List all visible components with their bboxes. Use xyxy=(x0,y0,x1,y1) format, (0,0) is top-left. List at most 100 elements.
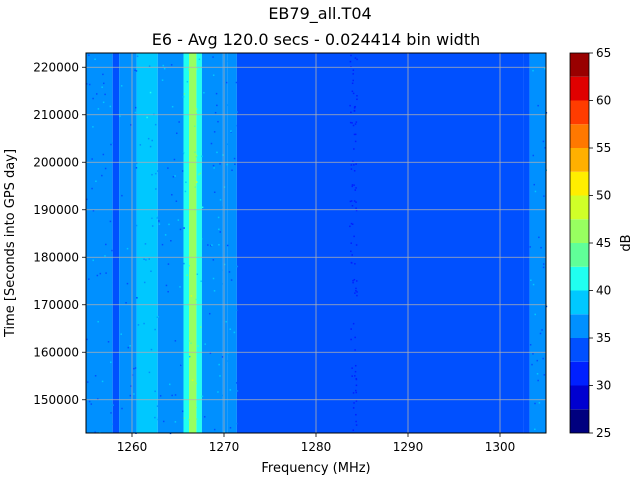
heatmap-speckle xyxy=(161,79,164,81)
heatmap-speckle xyxy=(228,158,231,160)
heatmap-speckle xyxy=(96,274,99,277)
heatmap-speckle xyxy=(92,88,94,91)
heatmap-speckle xyxy=(351,82,354,85)
heatmap-speckle xyxy=(91,353,94,356)
colorbar-segment xyxy=(570,243,589,267)
heatmap-speckle xyxy=(199,414,201,416)
heatmap-speckle xyxy=(201,395,204,398)
heatmap-speckle xyxy=(203,91,205,94)
heatmap-speckle xyxy=(540,119,542,121)
heatmap-speckle xyxy=(204,343,207,345)
heatmap-speckle xyxy=(206,241,209,243)
heatmap-speckle xyxy=(350,54,352,57)
colorbar-segment xyxy=(570,195,589,220)
frequency-band xyxy=(86,53,113,433)
heatmap-speckle xyxy=(179,228,182,231)
frequency-band xyxy=(236,53,524,433)
heatmap-speckle xyxy=(193,125,196,127)
heatmap-speckle xyxy=(184,199,187,202)
heatmap-speckle xyxy=(86,381,89,383)
heatmap-speckle xyxy=(226,163,229,166)
heatmap-speckle xyxy=(104,93,106,96)
heatmap-speckle xyxy=(125,97,127,100)
heatmap-speckle xyxy=(95,180,97,183)
heatmap-speckle xyxy=(534,329,536,331)
heatmap-speckle xyxy=(196,418,198,420)
heatmap-speckle xyxy=(179,328,181,330)
heatmap-speckle xyxy=(134,132,136,135)
heatmap-speckle xyxy=(177,219,180,221)
heatmap-speckle xyxy=(216,188,219,191)
heatmap-speckle xyxy=(125,278,127,280)
heatmap-speckle xyxy=(177,176,180,178)
heatmap-speckle xyxy=(174,340,177,342)
heatmap-speckle xyxy=(218,363,220,366)
colorbar-segment xyxy=(570,171,589,196)
x-axis-label: Frequency (MHz) xyxy=(261,461,370,476)
heatmap-speckle xyxy=(195,181,198,183)
heatmap-speckle xyxy=(92,126,94,128)
heatmap-speckle xyxy=(180,372,183,374)
heatmap-speckle xyxy=(538,402,541,404)
heatmap-speckle xyxy=(194,151,196,153)
heatmap-speckle xyxy=(213,131,216,133)
heatmap-speckle xyxy=(191,173,193,175)
heatmap-speckle xyxy=(188,355,191,358)
heatmap-speckle xyxy=(351,205,354,207)
heatmap-speckle xyxy=(135,162,138,165)
heatmap-speckle xyxy=(156,216,158,218)
heatmap-speckle xyxy=(355,201,357,203)
heatmap-speckle xyxy=(141,199,144,202)
heatmap-speckle xyxy=(150,270,152,273)
heatmap-speckle xyxy=(351,122,353,124)
heatmap-speckle xyxy=(101,380,104,383)
heatmap-speckle xyxy=(96,343,99,346)
heatmap-speckle xyxy=(355,209,358,212)
heatmap-speckle xyxy=(159,395,162,397)
heatmap-speckle xyxy=(532,69,534,72)
heatmap-speckle xyxy=(119,141,122,143)
heatmap-speckle xyxy=(170,240,172,242)
heatmap-speckle xyxy=(133,367,135,370)
heatmap-speckle xyxy=(542,404,544,406)
heatmap-speckle xyxy=(350,338,352,341)
heatmap-speckle xyxy=(122,421,125,424)
heatmap-speckle xyxy=(153,255,156,258)
heatmap-speckle xyxy=(213,229,216,232)
heatmap-speckle xyxy=(210,64,213,66)
heatmap-speckle xyxy=(212,74,215,76)
heatmap-speckle xyxy=(201,155,203,158)
heatmap-speckle xyxy=(350,242,352,244)
heatmap-speckle xyxy=(189,242,192,245)
heatmap-speckle xyxy=(168,223,170,226)
heatmap-speckle xyxy=(153,173,156,175)
heatmap-speckle xyxy=(102,157,104,160)
heatmap-speckle xyxy=(162,64,165,67)
heatmap-speckle xyxy=(129,345,131,347)
heatmap-speckle xyxy=(350,200,353,202)
heatmap-speckle xyxy=(351,367,353,369)
heatmap-speckle xyxy=(217,169,220,172)
heatmap-speckle xyxy=(165,284,168,287)
heatmap-speckle xyxy=(90,81,92,83)
heatmap-speckle xyxy=(134,388,136,391)
heatmap-speckle xyxy=(352,279,354,282)
heatmap-speckle xyxy=(221,394,223,397)
heatmap-speckle xyxy=(122,342,125,344)
heatmap-speckle xyxy=(214,111,217,114)
heatmap-speckle xyxy=(172,176,175,178)
heatmap-speckle xyxy=(352,392,355,394)
heatmap-speckle xyxy=(160,410,162,413)
heatmap-speckle xyxy=(158,86,160,88)
heatmap-speckle xyxy=(541,346,543,348)
heatmap-speckle xyxy=(158,327,161,330)
heatmap-speckle xyxy=(537,226,540,229)
heatmap-speckle xyxy=(218,57,220,59)
heatmap-speckle xyxy=(350,111,352,114)
heatmap-speckle xyxy=(236,124,239,127)
heatmap-speckle xyxy=(350,164,353,166)
heatmap-speckle xyxy=(144,398,147,400)
heatmap-speckle xyxy=(222,206,224,208)
heatmap-speckle xyxy=(542,266,545,269)
